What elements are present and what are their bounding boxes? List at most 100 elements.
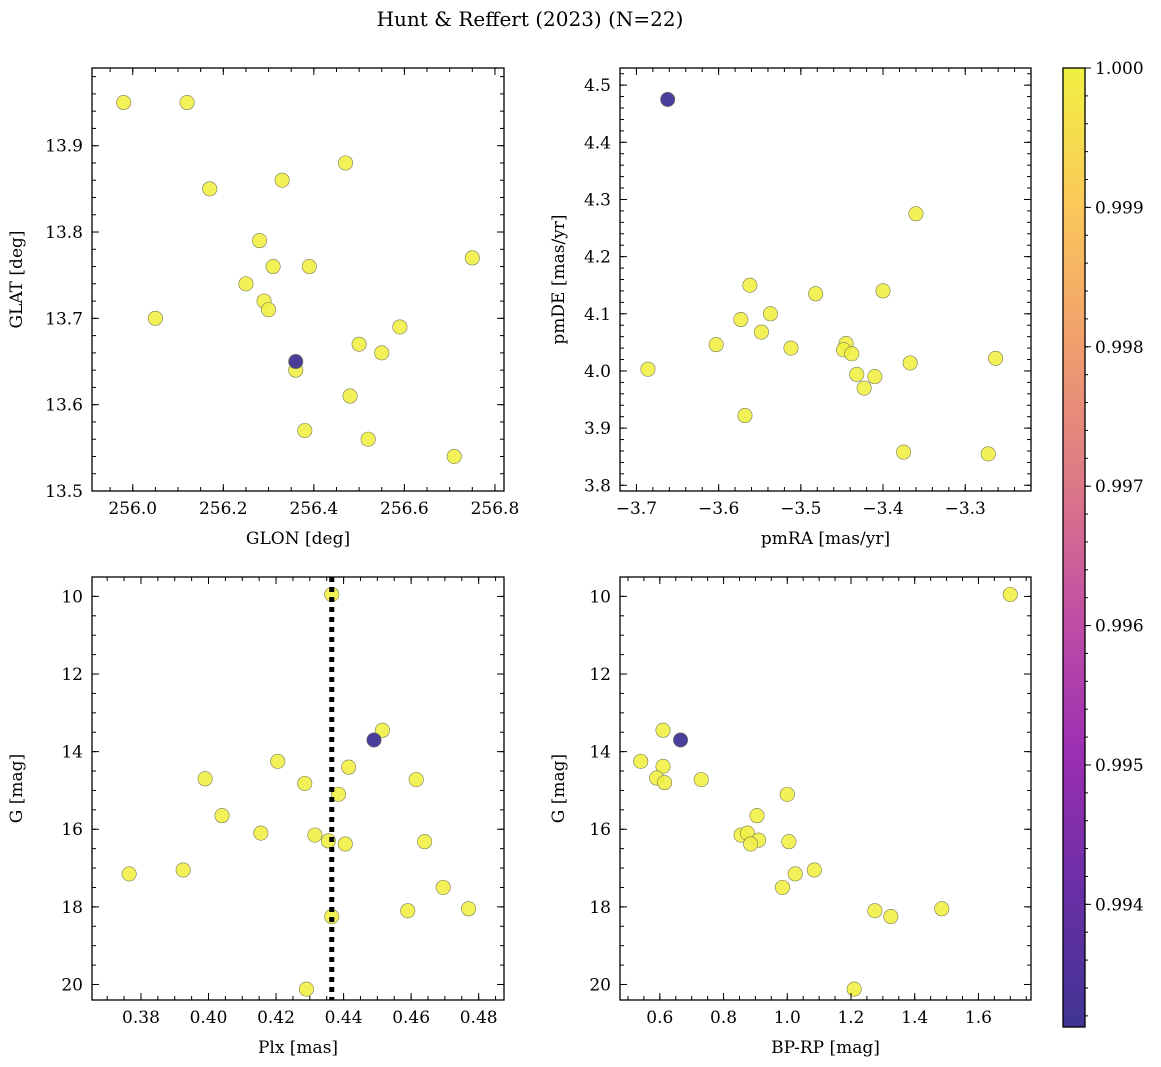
panel-glon-glat: 256.0 256.2 256.4 256.6 256.8 13.5 13.6 13.7 13.… [7, 67, 520, 549]
outlier-point [673, 732, 689, 748]
member-point [849, 366, 865, 382]
member-point [238, 276, 254, 292]
x-tick-label: 1.4 [901, 1008, 928, 1028]
x-tick-label: 1.0 [774, 1008, 801, 1028]
member-point [902, 355, 918, 371]
member-point [867, 903, 883, 919]
member-point [856, 380, 872, 396]
member-point [265, 259, 281, 275]
panel-pmra-pmde: −3.7 −3.6 −3.5 −3.4 −3.3 3.8 3.9 4.0 4.1 4.2 4.3 4.… [549, 67, 1032, 549]
y-axis-label: G [mag] [549, 754, 569, 823]
y-tick-label: 10 [61, 587, 83, 607]
member-point [342, 388, 358, 404]
y-tick-label: 3.9 [584, 419, 611, 439]
axes-frame [619, 576, 1032, 1001]
y-tick-label: 12 [589, 665, 611, 685]
panel-plx-g: 0.38 0.40 0.42 0.44 0.46 0.48 10 12 14 16 18 20 Plx … [7, 576, 505, 1058]
member-point [337, 836, 353, 852]
member-point [781, 834, 797, 850]
x-tick-label: 0.6 [646, 1008, 673, 1028]
panel-bprp-g: 0.6 0.8 1.0 1.2 1.4 1.6 10 12 14 16 18 20 BP-RP [mag… [549, 576, 1032, 1058]
x-tick-label: −3.6 [698, 499, 739, 519]
member-point [374, 722, 390, 738]
x-axis-label: pmRA [mas/yr] [761, 529, 890, 549]
x-tick-label: 0.40 [190, 1008, 228, 1028]
member-point [274, 172, 290, 188]
y-axis-label: pmDE [mas/yr] [549, 214, 569, 344]
x-axis-label: BP-RP [mag] [771, 1038, 880, 1058]
member-point [753, 324, 769, 340]
member-point [1002, 586, 1018, 602]
x-tick-label: −3.7 [616, 499, 657, 519]
figure-title: Hunt & Reffert (2023) (N=22) [377, 7, 684, 31]
member-point [297, 423, 313, 439]
y-tick-label: 3.8 [584, 476, 611, 496]
member-point [116, 95, 132, 111]
x-tick-label: 256.4 [290, 499, 339, 519]
member-point [374, 345, 390, 361]
member-point [197, 771, 213, 787]
member-point [464, 250, 480, 266]
x-tick-label: 256.8 [471, 499, 520, 519]
y-tick-label: 14 [589, 743, 611, 763]
outlier-point [288, 354, 304, 370]
colorbar: 0.994 0.995 0.996 0.997 0.998 0.999 1.000 [1062, 59, 1144, 1028]
y-axis-label: G [mag] [7, 754, 27, 823]
colorbar-tick-label: 0.998 [1095, 338, 1144, 358]
x-tick-label: 0.48 [460, 1008, 498, 1028]
member-point [400, 903, 416, 919]
y-tick-label: 14 [61, 743, 83, 763]
member-point [202, 181, 218, 197]
member-point [147, 310, 163, 326]
member-point [121, 866, 137, 882]
member-point [733, 312, 749, 328]
member-point [446, 448, 462, 464]
y-tick-label: 10 [589, 587, 611, 607]
member-point [640, 361, 656, 377]
axes-frame [91, 576, 505, 1001]
x-tick-label: −3.3 [945, 499, 986, 519]
member-point [980, 446, 996, 462]
colorbar-frame [1062, 67, 1086, 1028]
member-point [360, 431, 376, 447]
y-tick-label: 18 [61, 898, 83, 918]
member-point [787, 866, 803, 882]
member-point [297, 775, 313, 791]
member-point [737, 408, 753, 424]
y-tick-label: 16 [589, 820, 611, 840]
colorbar-tick-label: 0.995 [1095, 756, 1144, 776]
y-tick-label: 20 [61, 975, 83, 995]
x-tick-label: 0.44 [325, 1008, 363, 1028]
member-point [762, 306, 778, 322]
x-tick-label: 1.6 [965, 1008, 992, 1028]
member-point [657, 775, 673, 791]
y-tick-label: 18 [589, 898, 611, 918]
x-tick-label: 0.8 [710, 1008, 737, 1028]
x-tick-label: −3.5 [780, 499, 821, 519]
member-point [875, 283, 891, 299]
x-tick-label: 1.2 [837, 1008, 864, 1028]
x-tick-label: 256.2 [199, 499, 248, 519]
member-point [742, 277, 758, 293]
x-tick-label: 0.42 [257, 1008, 295, 1028]
y-tick-label: 4.2 [584, 248, 611, 268]
member-point [341, 759, 357, 775]
member-point [261, 302, 277, 318]
y-tick-label: 20 [589, 975, 611, 995]
y-tick-label: 4.5 [584, 76, 611, 96]
member-point [307, 827, 323, 843]
member-point [214, 808, 230, 824]
axes-frame [619, 67, 1032, 492]
y-tick-label: 4.0 [584, 362, 611, 382]
y-tick-label: 13.6 [45, 396, 83, 416]
member-point [392, 319, 408, 335]
member-point [417, 834, 433, 850]
y-tick-label: 13.7 [45, 309, 83, 329]
member-point [749, 808, 765, 824]
member-point [253, 825, 269, 841]
member-point [934, 901, 950, 917]
y-tick-label: 12 [61, 665, 83, 685]
x-tick-label: 0.38 [122, 1008, 160, 1028]
x-axis-label: Plx [mas] [258, 1038, 338, 1058]
